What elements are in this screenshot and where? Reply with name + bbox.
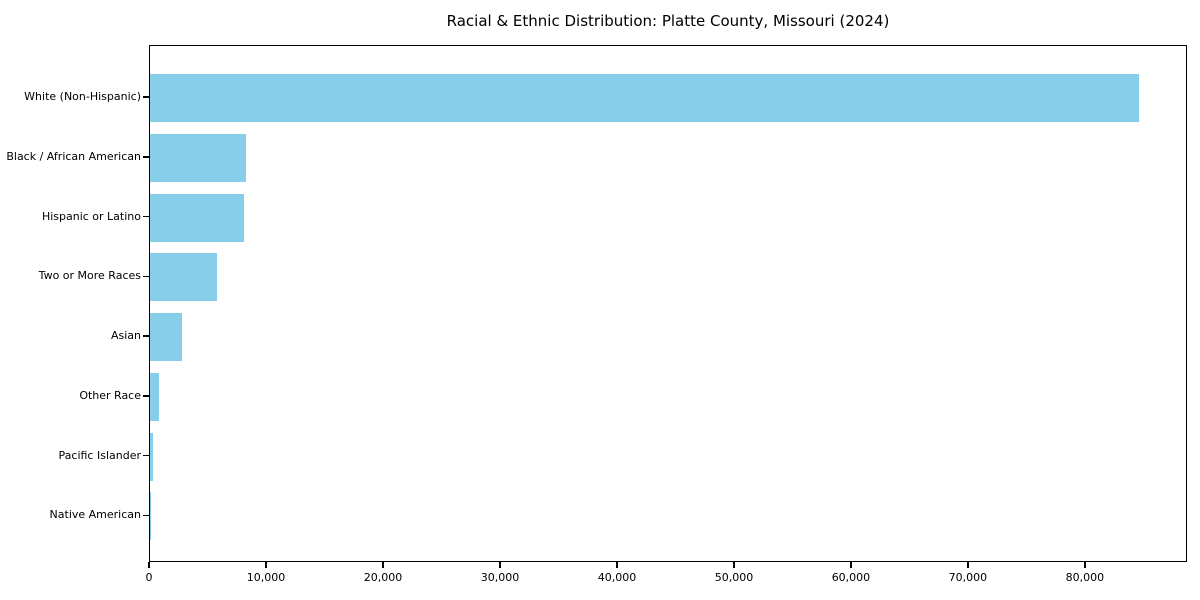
x-tick-label-20-000: 20,000 <box>363 571 403 584</box>
y-label-other-race: Other Race <box>79 388 141 402</box>
y-tick-mark <box>143 454 149 457</box>
x-tick-mark <box>265 562 267 568</box>
y-tick-mark <box>143 156 149 158</box>
x-tick-mark <box>148 562 150 568</box>
y-label-asian: Asian <box>110 329 141 342</box>
y-label-hispanic-or-latino: Hispanic or Latino <box>41 209 141 223</box>
bar-hispanic-or-latino <box>150 193 244 242</box>
x-tick-label-50-000: 50,000 <box>714 571 754 584</box>
x-tick-mark <box>850 562 852 568</box>
y-label-native-american: Native American <box>49 508 141 522</box>
y-label-two-or-more-races: Two or More Races <box>38 269 141 283</box>
x-tick-mark <box>499 562 501 568</box>
y-label-white-non-hispanic: White (Non-Hispanic) <box>24 90 141 103</box>
bar-pacific-islander <box>150 432 153 481</box>
x-tick-mark <box>382 562 384 568</box>
y-tick-mark <box>143 395 149 397</box>
plot-area <box>149 45 1187 562</box>
x-tick-label-80-000: 80,000 <box>1065 571 1105 584</box>
bar-two-or-more-races <box>150 253 218 302</box>
y-tick-mark <box>143 275 149 277</box>
y-label-pacific-islander: Pacific Islander <box>58 448 141 462</box>
bar-asian <box>150 313 182 361</box>
y-tick-mark <box>143 215 149 218</box>
x-tick-label-40-000: 40,000 <box>597 571 637 584</box>
y-label-black-african-american: Black / African American <box>6 149 141 163</box>
bar-native-american <box>150 492 152 541</box>
x-tick-label-70-000: 70,000 <box>948 571 988 584</box>
x-tick-label-30-000: 30,000 <box>480 571 520 584</box>
y-tick-mark <box>143 96 149 98</box>
bar-other-race <box>150 372 160 421</box>
x-tick-mark <box>616 562 618 568</box>
chart-title: Racial & Ethnic Distribution: Platte Cou… <box>446 12 890 30</box>
x-tick-mark <box>1084 562 1086 568</box>
x-tick-label-0: 0 <box>145 571 153 584</box>
y-tick-mark <box>143 335 149 337</box>
x-tick-mark <box>733 562 735 568</box>
x-tick-mark <box>967 562 969 568</box>
x-tick-label-60-000: 60,000 <box>831 571 871 584</box>
bar-white-non-hispanic <box>150 74 1139 122</box>
bar-black-african-american <box>150 133 246 182</box>
x-tick-label-10-000: 10,000 <box>246 571 286 584</box>
y-tick-mark <box>143 514 149 516</box>
